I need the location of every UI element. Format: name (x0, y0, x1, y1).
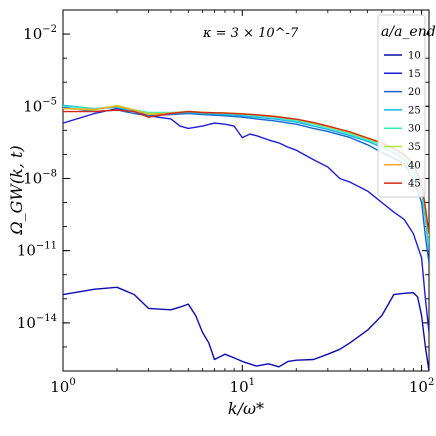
y-tick-label: 10−14 (17, 313, 57, 332)
y-tick-label: 10−5 (23, 96, 57, 115)
y-tick-label: 10−2 (23, 24, 57, 43)
x-tick-label: 102 (409, 377, 434, 396)
legend-label-45: 45 (408, 179, 421, 190)
y-tick-label: 10−11 (17, 241, 57, 260)
series-line-20 (63, 106, 429, 264)
x-tick-label: 101 (230, 377, 255, 396)
legend-label-20: 20 (408, 87, 421, 98)
x-axis-label: k/ω* (228, 399, 264, 418)
series-line-10 (63, 286, 429, 371)
legend-label-40: 40 (408, 160, 421, 171)
legend: a/a_end 10 15 20 25 30 35 40 45 (377, 14, 436, 198)
kappa-annotation: κ = 3 × 10^-7 (202, 26, 299, 41)
legend-label-25: 25 (408, 105, 421, 116)
series-line-45 (63, 109, 429, 234)
legend-label-35: 35 (408, 142, 421, 153)
axis-ticks: 100 101 102 10−2 10−5 10−8 10−11 10−14 (17, 9, 434, 396)
series-line-15 (63, 107, 429, 333)
series-line-30 (63, 105, 429, 244)
legend-box (377, 14, 426, 198)
series-line-35 (63, 104, 429, 237)
series-line-40 (63, 105, 429, 234)
series-group (63, 104, 429, 371)
series-line-25 (63, 104, 429, 251)
y-axis-label: Ω_GW(k, t) (7, 145, 26, 235)
legend-title: a/a_end (381, 24, 436, 40)
y-tick-label: 10−8 (23, 168, 57, 187)
plot-frame (62, 9, 430, 372)
legend-label-30: 30 (408, 124, 421, 135)
legend-label-10: 10 (408, 51, 421, 62)
legend-label-15: 15 (408, 69, 421, 80)
x-tick-label: 100 (50, 377, 75, 396)
